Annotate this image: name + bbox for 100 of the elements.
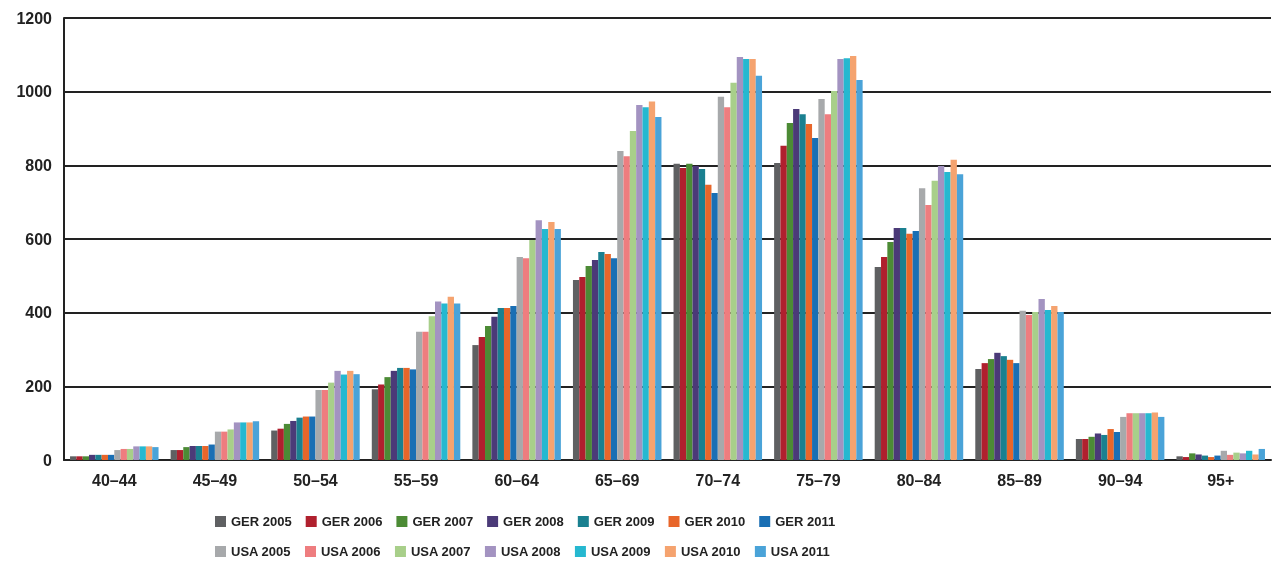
bar bbox=[1013, 363, 1020, 460]
bar bbox=[1220, 450, 1228, 460]
bar bbox=[227, 429, 234, 460]
bar bbox=[856, 79, 863, 460]
bar bbox=[881, 257, 888, 460]
legend-label: GER 2008 bbox=[503, 514, 564, 529]
bar bbox=[698, 169, 706, 460]
legend-label: GER 2007 bbox=[412, 514, 474, 529]
bar bbox=[283, 423, 291, 460]
bar bbox=[730, 82, 737, 460]
bar bbox=[1158, 416, 1165, 460]
bar bbox=[516, 257, 523, 460]
bar bbox=[1101, 434, 1108, 460]
bar bbox=[648, 101, 656, 460]
bar bbox=[604, 254, 611, 460]
bar bbox=[774, 163, 781, 460]
bar bbox=[441, 303, 448, 460]
bar bbox=[1182, 457, 1190, 460]
bar bbox=[1113, 432, 1121, 460]
bar bbox=[598, 251, 605, 460]
x-tick-label: 95+ bbox=[1207, 471, 1235, 489]
bar bbox=[724, 107, 731, 460]
bar bbox=[1176, 456, 1183, 460]
bar bbox=[183, 447, 190, 460]
bar bbox=[340, 374, 348, 460]
bar bbox=[1057, 311, 1064, 460]
x-tick-label: 85–89 bbox=[997, 471, 1042, 489]
bar bbox=[1246, 450, 1253, 460]
bar bbox=[1208, 457, 1215, 460]
y-tick-label: 1000 bbox=[16, 83, 53, 101]
bar bbox=[1239, 453, 1246, 460]
bar bbox=[1025, 314, 1033, 460]
bar bbox=[89, 454, 96, 460]
legend-label: USA 2006 bbox=[320, 544, 381, 559]
bar bbox=[403, 367, 410, 460]
legend-label: USA 2007 bbox=[410, 544, 471, 559]
bar bbox=[579, 276, 586, 460]
bar bbox=[195, 446, 203, 460]
bar bbox=[409, 369, 417, 460]
x-tick-label: 60–64 bbox=[494, 471, 539, 489]
bar bbox=[472, 345, 479, 460]
bar bbox=[145, 446, 153, 460]
legend-label: USA 2008 bbox=[500, 544, 561, 559]
legend-label: USA 2005 bbox=[231, 544, 291, 559]
bar bbox=[328, 382, 335, 460]
bar bbox=[422, 331, 429, 460]
legend-label: USA 2011 bbox=[770, 544, 830, 559]
bar bbox=[1094, 433, 1102, 460]
bar bbox=[931, 180, 938, 460]
bar bbox=[107, 454, 115, 460]
bar bbox=[1107, 429, 1114, 460]
bar bbox=[554, 229, 561, 460]
bar bbox=[510, 306, 517, 460]
x-tick-label: 65–69 bbox=[594, 471, 640, 489]
bar bbox=[849, 55, 857, 460]
bar bbox=[208, 444, 215, 460]
bar bbox=[786, 122, 794, 460]
y-tick-label: 1200 bbox=[16, 9, 53, 27]
bar bbox=[214, 431, 222, 460]
bar bbox=[981, 363, 988, 460]
y-tick-label: 800 bbox=[25, 156, 53, 174]
bar bbox=[1214, 455, 1221, 460]
bar bbox=[994, 352, 1001, 460]
bar bbox=[937, 166, 945, 460]
bar bbox=[950, 159, 957, 460]
legend-label: GER 2011 bbox=[775, 514, 836, 529]
bar bbox=[1038, 299, 1045, 460]
bar bbox=[221, 431, 228, 460]
x-tick-label: 70–74 bbox=[695, 471, 741, 489]
bar bbox=[478, 336, 486, 460]
bar bbox=[906, 233, 913, 460]
bar bbox=[1252, 454, 1259, 460]
y-tick-label: 200 bbox=[25, 377, 53, 395]
bar bbox=[610, 258, 618, 460]
bar bbox=[334, 370, 341, 460]
bar bbox=[133, 446, 140, 460]
bar bbox=[76, 456, 83, 460]
bar bbox=[246, 422, 253, 460]
bar bbox=[353, 374, 360, 460]
bar bbox=[1126, 413, 1133, 460]
bar bbox=[874, 266, 882, 460]
bar bbox=[1233, 452, 1240, 460]
x-tick-label: 75–79 bbox=[796, 471, 841, 489]
y-tick-label: 400 bbox=[25, 304, 53, 322]
bar bbox=[572, 279, 580, 460]
bar bbox=[428, 316, 436, 460]
bar bbox=[912, 230, 919, 460]
bar bbox=[522, 258, 530, 460]
bar bbox=[987, 359, 995, 460]
bar bbox=[793, 108, 800, 460]
bar bbox=[541, 229, 549, 460]
bar bbox=[202, 446, 209, 460]
bar bbox=[503, 307, 511, 460]
bar bbox=[736, 57, 744, 460]
bar bbox=[347, 370, 354, 460]
bar bbox=[1120, 416, 1127, 460]
bar bbox=[240, 422, 247, 460]
bar bbox=[497, 307, 504, 460]
bar bbox=[743, 58, 750, 460]
bar bbox=[390, 370, 398, 460]
